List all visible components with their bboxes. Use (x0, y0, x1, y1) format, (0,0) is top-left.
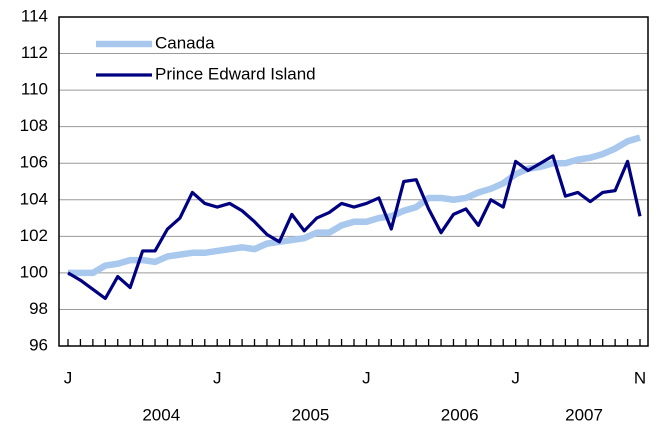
x-group-label: 2006 (441, 405, 479, 424)
x-tick-label: J (362, 368, 371, 387)
x-group-label: 2004 (142, 405, 180, 424)
y-tick-label: 98 (29, 299, 48, 318)
x-tick-label: J (213, 368, 222, 387)
x-group-label: 2007 (565, 405, 603, 424)
y-tick-label: 100 (20, 262, 48, 281)
x-tick-label: N (634, 368, 646, 387)
y-tick-label: 104 (20, 189, 48, 208)
data-line (68, 134, 641, 277)
y-tick-label: 106 (20, 153, 48, 172)
y-tick-label: 102 (20, 226, 48, 245)
data-line (67, 154, 642, 301)
legend-label: Prince Edward Island (155, 64, 316, 83)
x-group-label: 2005 (292, 405, 330, 424)
legend-label: Canada (155, 33, 215, 52)
y-tick-label: 110 (21, 80, 48, 99)
x-tick-label: J (511, 368, 520, 387)
y-tick-label: 96 (29, 335, 48, 354)
y-tick-label: 112 (21, 43, 48, 62)
y-tick-label: 108 (20, 116, 48, 135)
y-tick-label: 114 (21, 6, 48, 25)
x-tick-label: J (64, 368, 73, 387)
